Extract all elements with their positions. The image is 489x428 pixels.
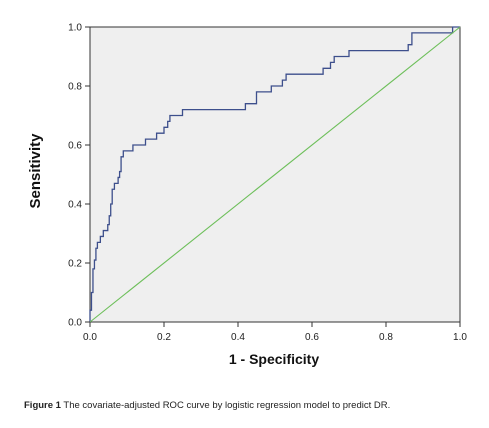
y-tick-label: 0.2 — [68, 259, 82, 270]
x-tick-label: 0.6 — [305, 332, 319, 343]
x-tick-label: 0.2 — [157, 332, 171, 343]
x-tick-label: 0.0 — [83, 332, 97, 343]
x-tick-label: 1.0 — [453, 332, 467, 343]
figure-caption: Figure 1 The covariate-adjusted ROC curv… — [24, 400, 484, 411]
y-tick-label: 0.6 — [68, 141, 82, 152]
y-axis-title: Sensitivity — [27, 133, 44, 209]
roc-curve-line — [89, 26, 460, 322]
x-axis-title: 1 - Specificity — [229, 351, 319, 367]
reference-diagonal-line — [89, 26, 461, 323]
roc-chart: 0.0 0.2 0.4 0.6 0.8 1.0 0.0 0.2 0.4 0.6 0.8 1.0 Sen… — [27, 23, 467, 368]
figure-caption-label: Figure 1 — [24, 400, 61, 411]
x-tick-label: 0.4 — [231, 332, 245, 343]
y-tick-label: 0.8 — [68, 82, 82, 93]
figure-caption-text: The covariate-adjusted ROC curve by logi… — [60, 400, 391, 411]
y-tick-label: 1.0 — [68, 23, 82, 34]
y-tick-label: 0.4 — [68, 200, 82, 211]
y-tick-label: 0.0 — [68, 318, 82, 329]
x-tick-label: 0.8 — [379, 332, 393, 343]
